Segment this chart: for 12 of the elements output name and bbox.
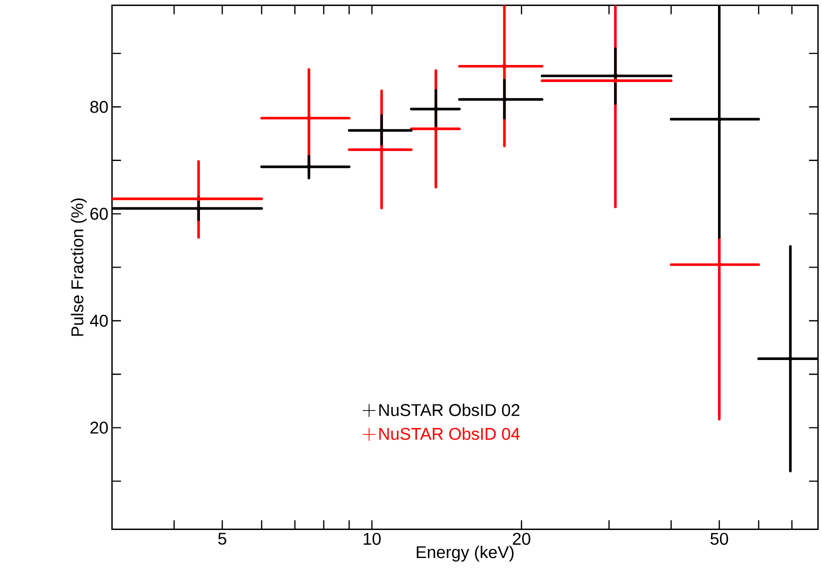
y-tick-label: 80 — [90, 100, 108, 113]
x-tick-label: 20 — [512, 532, 530, 545]
x-axis-title: Energy (keV) — [416, 546, 514, 562]
legend-label: NuSTAR ObsID 04 — [379, 427, 520, 440]
y-tick-label: 20 — [90, 422, 108, 434]
y-axis-title: Pulse Fraction (%) — [70, 198, 87, 336]
x-tick-label: 5 — [218, 532, 226, 545]
x-tick-label: 50 — [710, 532, 728, 545]
legend-label: NuSTAR ObsID 02 — [379, 404, 520, 416]
y-tick-label: 40 — [90, 314, 108, 327]
x-tick-label: 10 — [364, 532, 381, 545]
y-tick-label: 60 — [90, 208, 108, 220]
